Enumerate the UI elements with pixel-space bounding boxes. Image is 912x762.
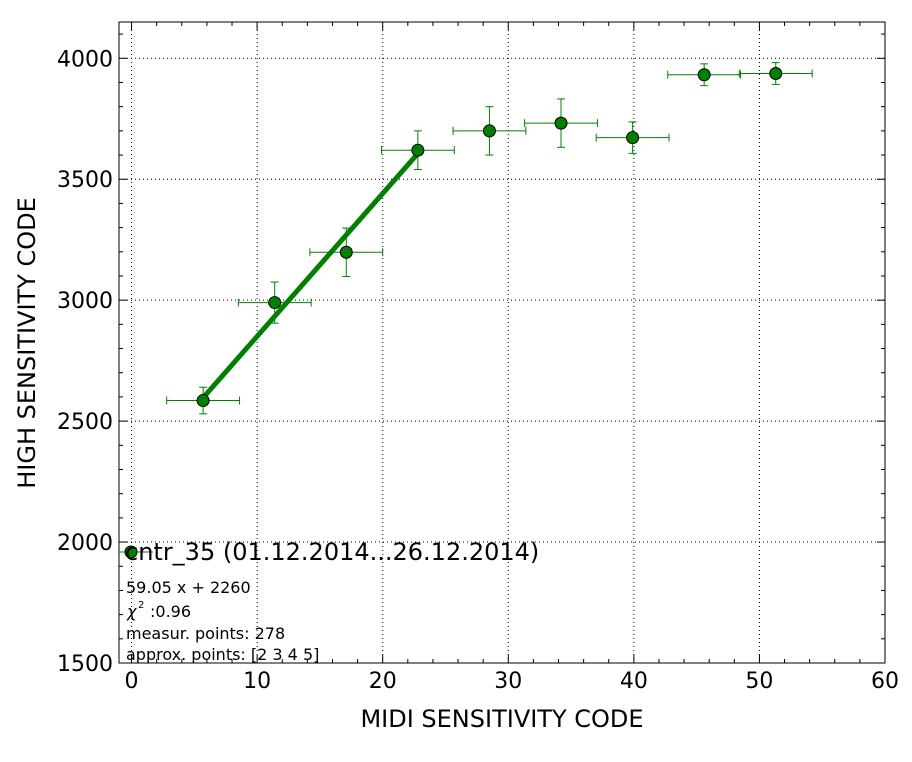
point-marker	[697, 68, 711, 82]
y-tick-label: 1500	[57, 652, 113, 677]
data-point	[595, 121, 670, 154]
data-point	[237, 281, 312, 324]
measured-points-label: measur. points: 278	[126, 624, 285, 643]
y-tick-label: 2000	[57, 531, 113, 556]
y-tick-label: 3000	[57, 289, 113, 314]
x-tick-labels: 0 10 20 30 40 50 60	[125, 669, 899, 694]
x-axis-label: MIDI SENSITIVITY CODE	[360, 705, 643, 733]
axis-ticks	[119, 22, 886, 664]
y-tick-label: 3500	[57, 168, 113, 193]
legend: cntr_35 (01.12.2014...26.12.2014)	[119, 538, 539, 566]
data-point	[738, 62, 813, 85]
data-point	[452, 106, 527, 156]
x-tick-label: 60	[871, 669, 899, 694]
fit-line-group	[201, 151, 420, 400]
plot-frame	[118, 21, 886, 664]
grid-lines	[119, 22, 885, 663]
x-tick-label: 50	[745, 669, 773, 694]
point-marker	[411, 143, 425, 157]
fit-equation: 59.05 x + 2260	[126, 578, 251, 597]
fit-line	[201, 151, 420, 400]
data-point	[380, 130, 455, 171]
x-tick-label: 20	[369, 669, 397, 694]
y-tick-label: 4000	[57, 47, 113, 72]
approx-points-label: approx. points: [2 3 4 5]	[126, 645, 319, 664]
x-tick-label: 40	[620, 669, 648, 694]
point-marker	[626, 131, 640, 145]
x-tick-label: 0	[125, 669, 139, 694]
data-point	[524, 98, 598, 148]
point-marker	[482, 124, 496, 138]
legend-label: cntr_35 (01.12.2014...26.12.2014)	[125, 538, 539, 566]
data-point	[667, 63, 742, 87]
legend-marker	[124, 545, 138, 559]
data-point	[309, 227, 384, 277]
point-marker	[268, 296, 282, 310]
point-marker	[554, 116, 568, 130]
data-point	[166, 386, 241, 415]
data-points	[166, 62, 813, 415]
point-marker	[339, 245, 353, 259]
y-tick-label: 2500	[57, 410, 113, 435]
point-marker	[769, 67, 783, 81]
x-tick-label: 30	[494, 669, 522, 694]
y-tick-labels: 1500 2000 2500 3000 3500 4000	[57, 47, 113, 677]
fit-annotations: 59.05 x + 2260 χ 2 :0.96 measur. points:…	[126, 578, 319, 664]
point-marker	[196, 394, 210, 408]
chi2-symbol: χ	[126, 602, 137, 621]
chi2-value: :0.96	[150, 602, 191, 621]
chi2-superscript: 2	[138, 600, 144, 611]
y-axis-label: HIGH SENSITIVITY CODE	[13, 197, 41, 489]
x-tick-label: 10	[243, 669, 271, 694]
